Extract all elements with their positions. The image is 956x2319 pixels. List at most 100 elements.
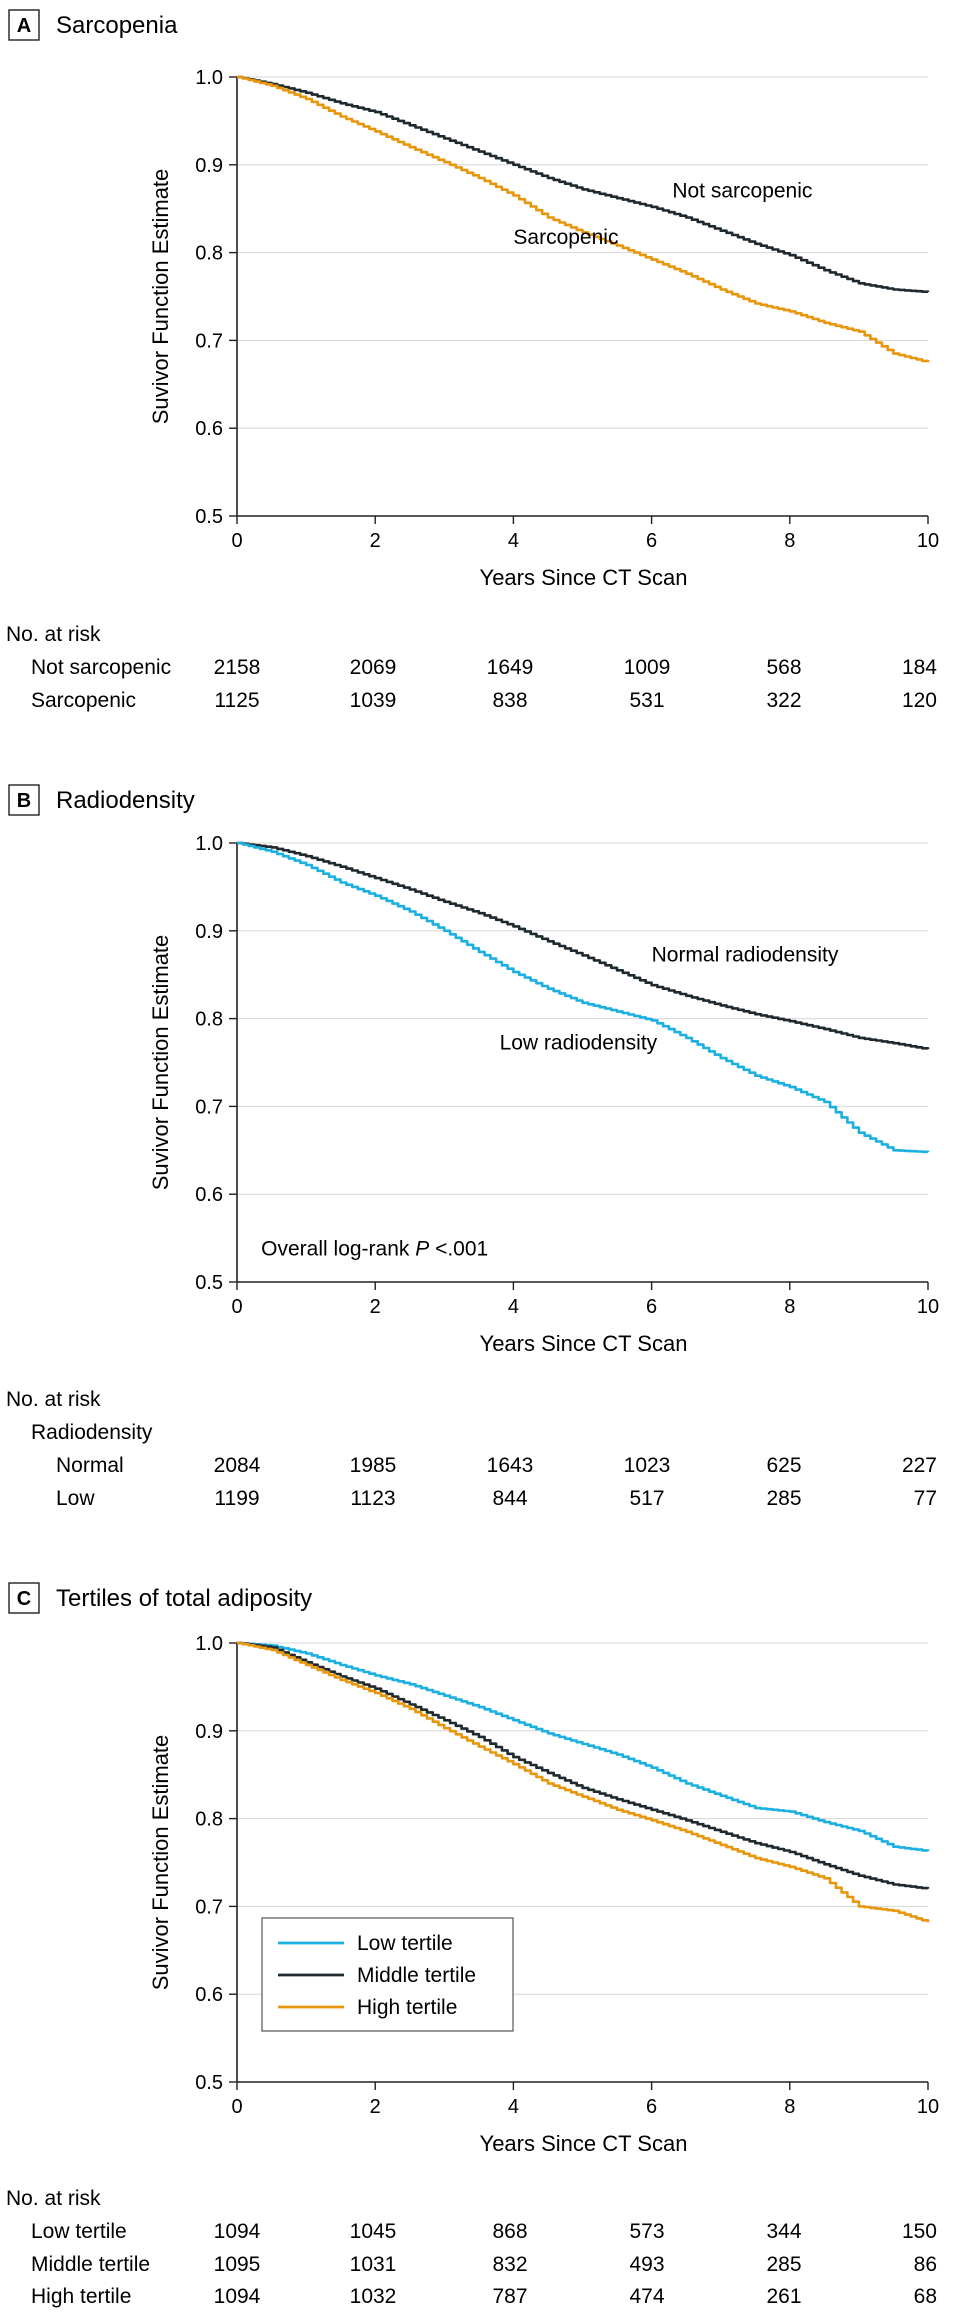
y-tick-label: 0.6	[195, 1184, 223, 1206]
risk-table: No. at risk Not sarcopenic 2158 2069 1649 100…	[6, 623, 937, 712]
risk-row-label: Normal	[56, 1454, 124, 1477]
x-axis-title: Years Since CT Scan	[480, 565, 688, 590]
series-line-2	[237, 75, 930, 363]
panel-letter-box	[8, 1582, 40, 1614]
risk-value: 531	[629, 689, 664, 712]
logrank-annotation: Overall log-rank P <.001	[261, 1238, 488, 1261]
risk-table: No. at risk Radiodensity Normal 2084 1985 164…	[6, 1388, 937, 1510]
x-tick-label: 2	[370, 2096, 381, 2118]
x-axis-title: Years Since CT Scan	[480, 2131, 688, 2156]
legend-label: Low tertile	[357, 1932, 453, 1955]
x-tick-label: 8	[784, 2096, 795, 2118]
panel-title: Tertiles of total adiposity	[56, 1585, 312, 1612]
risk-value: 322	[766, 689, 801, 712]
x-tick-label: 6	[646, 2096, 657, 2118]
risk-value: 1125	[214, 689, 259, 712]
y-tick-label: 0.8	[195, 1809, 223, 1831]
panel-letter: A	[17, 15, 31, 37]
risk-row-label: Low	[56, 1487, 95, 1510]
panel-title: Sarcopenia	[56, 12, 178, 39]
risk-value: 844	[492, 1487, 527, 1510]
risk-value: 1094	[214, 2285, 261, 2308]
x-tick-label: 10	[917, 1296, 939, 1318]
series-line-1	[237, 1641, 930, 1852]
risk-row-label: Middle tertile	[31, 2253, 150, 2276]
risk-value: 868	[492, 2220, 527, 2243]
risk-row-label: Not sarcopenic	[31, 656, 171, 679]
legend: Low tertile Middle tertile High tertile	[261, 1917, 514, 2032]
x-tick-label: 4	[508, 2096, 519, 2118]
risk-row-label: Low tertile	[31, 2220, 127, 2243]
x-tick-label: 4	[508, 530, 519, 552]
risk-table-heading: No. at risk	[6, 1388, 101, 1411]
y-tick-label: 0.7	[195, 1896, 223, 1918]
annotation-p: P	[415, 1238, 429, 1261]
panel-letter-box	[8, 784, 40, 816]
risk-value: 1009	[624, 656, 671, 679]
risk-value: 120	[902, 689, 937, 712]
risk-value: 150	[902, 2220, 937, 2243]
x-tick-label: 10	[917, 530, 939, 552]
risk-value: 2069	[350, 656, 397, 679]
risk-value: 517	[629, 1487, 664, 1510]
risk-value: 573	[629, 2220, 664, 2243]
panel-c: C Tertiles of total adiposity 0.5 0.6 0.7 0.8…	[6, 1582, 939, 2308]
risk-value: 1095	[214, 2253, 261, 2276]
x-tick-label: 0	[231, 2096, 242, 2118]
risk-value: 261	[766, 2285, 801, 2308]
risk-table-heading: No. at risk	[6, 2187, 101, 2210]
risk-value: 474	[629, 2285, 664, 2308]
y-tick-label: 0.6	[195, 1984, 223, 2006]
panel-title: Radiodensity	[56, 787, 195, 814]
risk-value: 1643	[487, 1454, 534, 1477]
series-line-2	[237, 841, 930, 1154]
risk-value: 344	[766, 2220, 801, 2243]
y-tick-label: 0.5	[195, 506, 223, 528]
panel-letter: B	[17, 790, 31, 812]
risk-value: 285	[766, 1487, 801, 1510]
risk-value: 1649	[487, 656, 534, 679]
x-tick-label: 8	[784, 1296, 795, 1318]
risk-value: 2084	[214, 1454, 261, 1477]
legend-label: High tertile	[357, 1996, 457, 2019]
y-tick-label: 1.0	[195, 67, 223, 89]
risk-value: 787	[492, 2285, 527, 2308]
risk-table-subheading: Radiodensity	[31, 1421, 153, 1444]
y-tick-label: 0.7	[195, 330, 223, 352]
curve-label: Normal radiodensity	[652, 944, 839, 967]
risk-value: 285	[766, 2253, 801, 2276]
risk-value: 2158	[214, 656, 261, 679]
y-tick-label: 1.0	[195, 1633, 223, 1655]
risk-value: 1199	[214, 1487, 259, 1510]
y-tick-label: 0.6	[195, 418, 223, 440]
risk-table: No. at risk Low tertile 1094 1045 868 573 344 1…	[6, 2187, 937, 2308]
risk-value: 1031	[350, 2253, 397, 2276]
y-axis-title: Suvivor Function Estimate	[148, 935, 173, 1191]
annotation-suffix: <.001	[429, 1238, 488, 1261]
y-tick-label: 0.9	[195, 1721, 223, 1743]
risk-row-label: Sarcopenic	[31, 689, 136, 712]
x-axis-title: Years Since CT Scan	[480, 1331, 688, 1356]
risk-value: 838	[492, 689, 527, 712]
x-tick-label: 2	[370, 1296, 381, 1318]
risk-value: 86	[914, 2253, 937, 2276]
risk-table-heading: No. at risk	[6, 623, 101, 646]
y-tick-label: 0.5	[195, 1272, 223, 1294]
legend-label: Middle tertile	[357, 1964, 476, 1987]
x-tick-label: 0	[231, 1296, 242, 1318]
risk-value: 568	[766, 656, 801, 679]
risk-value: 832	[492, 2253, 527, 2276]
risk-value: 1045	[350, 2220, 397, 2243]
x-tick-label: 6	[646, 530, 657, 552]
curve-label: Not sarcopenic	[672, 179, 812, 202]
series-line-2	[237, 1641, 930, 1890]
series-line-1	[237, 841, 930, 1050]
curve-label: Sarcopenic	[513, 226, 618, 249]
series-line-3	[237, 1641, 930, 1923]
x-tick-label: 6	[646, 1296, 657, 1318]
x-tick-label: 10	[917, 2096, 939, 2118]
risk-value: 68	[914, 2285, 937, 2308]
risk-value: 77	[914, 1487, 937, 1510]
risk-value: 1023	[624, 1454, 671, 1477]
